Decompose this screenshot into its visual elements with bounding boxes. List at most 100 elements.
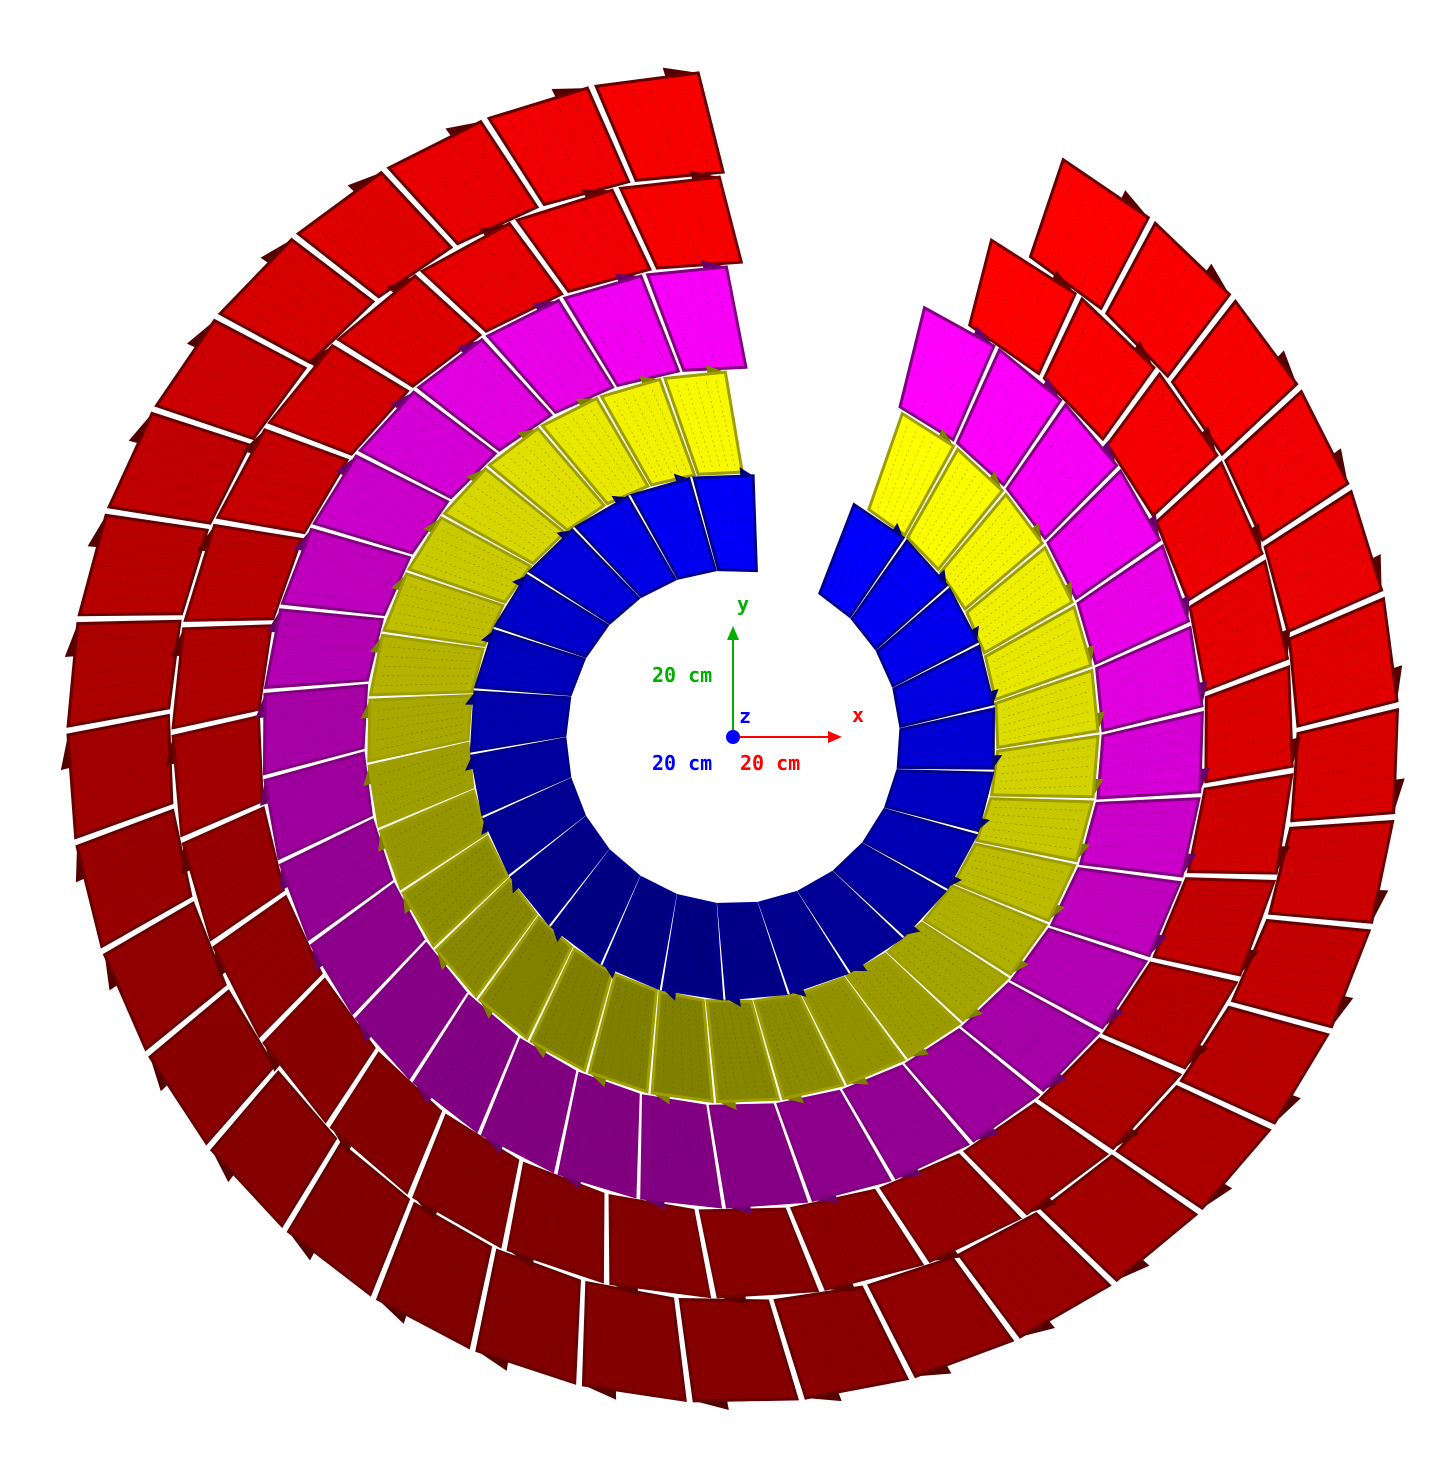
outer-red-ring-texture-line <box>987 1247 1049 1317</box>
outer-red-ring-texture-line <box>181 1032 245 1099</box>
yellow-ring-segment <box>922 884 1049 977</box>
inner-red-ring-segment <box>183 523 304 622</box>
outer-red-ring-texture-line <box>1219 372 1283 439</box>
outer-red-ring-texture-line <box>559 1282 564 1373</box>
blue-ring-texture-line <box>742 481 752 564</box>
outer-red-ring-texture-line <box>1070 191 1104 277</box>
outer-red-ring-texture-line <box>102 883 182 929</box>
yellow-ring-segment <box>368 633 485 697</box>
magenta-ring-texture-line <box>603 291 647 372</box>
outer-red-ring-texture-line <box>172 1019 238 1084</box>
magenta-ring-texture-line <box>1048 941 1135 971</box>
outer-red-ring-texture-line <box>542 1277 550 1369</box>
magenta-ring-texture-line <box>298 851 376 901</box>
outer-red-ring-texture-line <box>170 393 257 424</box>
magenta-ring-segment <box>904 1028 1041 1143</box>
blue-ring-segment <box>469 690 572 753</box>
magenta-ring-texture-line <box>945 1046 1014 1107</box>
blue-ring-texture-line <box>504 805 574 854</box>
outer-red-ring-texture-line <box>1211 1047 1298 1078</box>
blue-ring-segment <box>527 527 641 625</box>
outer-red-ring-texture-line <box>1172 1101 1255 1141</box>
outer-red-ring-texture-line <box>1275 509 1352 560</box>
outer-red-ring-texture-line <box>409 1224 437 1312</box>
outer-red-ring-texture-line <box>1283 541 1363 588</box>
yellow-ring-segment <box>486 426 607 532</box>
outer-red-ring-texture-line <box>74 744 163 770</box>
blue-ring-texture-line <box>813 891 866 957</box>
magenta-ring-texture-line <box>751 1112 780 1199</box>
blue-ring-texture-line <box>483 764 562 795</box>
outer-red-ring-texture-line <box>149 431 237 455</box>
outer-red-ring-texture-line <box>848 1296 890 1378</box>
blue-ring-texture-line <box>876 834 954 868</box>
outer-red-ring-texture-line <box>1132 250 1178 330</box>
blue-ring-texture-line <box>670 488 702 566</box>
blue-ring-segment <box>469 736 572 817</box>
inner-red-ring-segment <box>335 274 483 388</box>
blue-ring-texture-line <box>894 625 964 672</box>
outer-red-ring-segment <box>866 1256 1015 1379</box>
magenta-ring-segment <box>485 298 615 415</box>
blue-ring-texture-line <box>877 580 937 640</box>
yellow-ring-segment <box>650 989 714 1104</box>
blue-ring-segment <box>716 901 788 1001</box>
axis-triad: y x z 20 cm 20 cm 20 cm <box>652 592 864 775</box>
blue-ring-texture-line <box>862 852 935 896</box>
outer-red-ring-texture-line <box>258 279 337 327</box>
magenta-ring-texture-line <box>1080 880 1171 894</box>
blue-ring-texture-line <box>773 906 809 982</box>
yellow-ring-segment <box>952 842 1077 923</box>
blue-ring-texture-line <box>704 482 725 564</box>
outer-red-ring-texture-line <box>227 1087 283 1160</box>
outer-red-ring-texture-line <box>753 1307 780 1395</box>
blue-ring-texture-line <box>476 728 560 742</box>
magenta-ring-texture-line <box>936 1052 1004 1115</box>
inner-red-ring-segment <box>967 237 1078 376</box>
outer-red-ring-texture-line <box>77 773 164 804</box>
magenta-ring-texture-line <box>939 337 969 423</box>
outer-red-ring-texture-line <box>76 663 167 676</box>
magenta-ring-texture-line <box>855 1092 907 1168</box>
blue-ring-texture-line <box>807 893 858 962</box>
magenta-ring-texture-line <box>437 1015 481 1096</box>
outer-red-ring-texture-line <box>790 1304 823 1391</box>
inner-red-ring-segment <box>608 1194 712 1299</box>
magenta-ring-texture-line <box>1096 597 1176 642</box>
outer-red-ring-texture-line <box>1299 633 1384 668</box>
blue-ring-texture-line <box>843 871 909 925</box>
inner-red-ring-segment <box>1154 460 1264 603</box>
outer-red-ring-texture-line <box>1290 854 1382 859</box>
outer-red-ring-texture-line <box>305 1158 348 1239</box>
magenta-ring-segment <box>1005 402 1119 541</box>
outer-red-ring-texture-line <box>141 446 230 468</box>
magenta-ring-texture-line <box>652 1104 656 1195</box>
magenta-ring-segment <box>640 1094 723 1209</box>
blue-ring-texture-line <box>650 897 668 980</box>
outer-red-ring-segment <box>1287 596 1399 728</box>
yellow-ring-segment <box>406 515 533 604</box>
outer-red-ring-texture-line <box>494 1261 509 1352</box>
z-axis-dot <box>726 730 740 744</box>
blue-ring-texture-line <box>824 884 882 946</box>
blue-ring-texture-line <box>888 608 955 660</box>
outer-red-ring-texture-line <box>163 1006 231 1070</box>
yellow-ring-segment <box>905 447 1005 572</box>
magenta-ring-texture-line <box>272 763 359 794</box>
yellow-ring-segment <box>367 693 473 763</box>
inner-red-ring-segment <box>1101 961 1239 1070</box>
magenta-ring-texture-line <box>536 316 592 390</box>
outer-red-ring-texture-line <box>1237 409 1306 471</box>
outer-red-ring-texture-line <box>1194 331 1253 402</box>
outer-red-ring-texture-line <box>804 1303 840 1388</box>
magenta-ring-texture-line <box>390 424 469 471</box>
magenta-ring-segment <box>1078 797 1201 878</box>
magenta-ring-texture-line <box>332 502 418 533</box>
inner-red-ring <box>165 170 1301 1305</box>
outer-red-ring-texture-line <box>395 1216 424 1304</box>
magenta-ring-texture-line <box>616 287 657 369</box>
outer-red-ring-texture-line <box>506 117 557 195</box>
blue-ring-segment <box>629 476 718 580</box>
magenta-ring-segment <box>416 337 554 452</box>
magenta-ring-texture-line <box>799 1106 838 1190</box>
